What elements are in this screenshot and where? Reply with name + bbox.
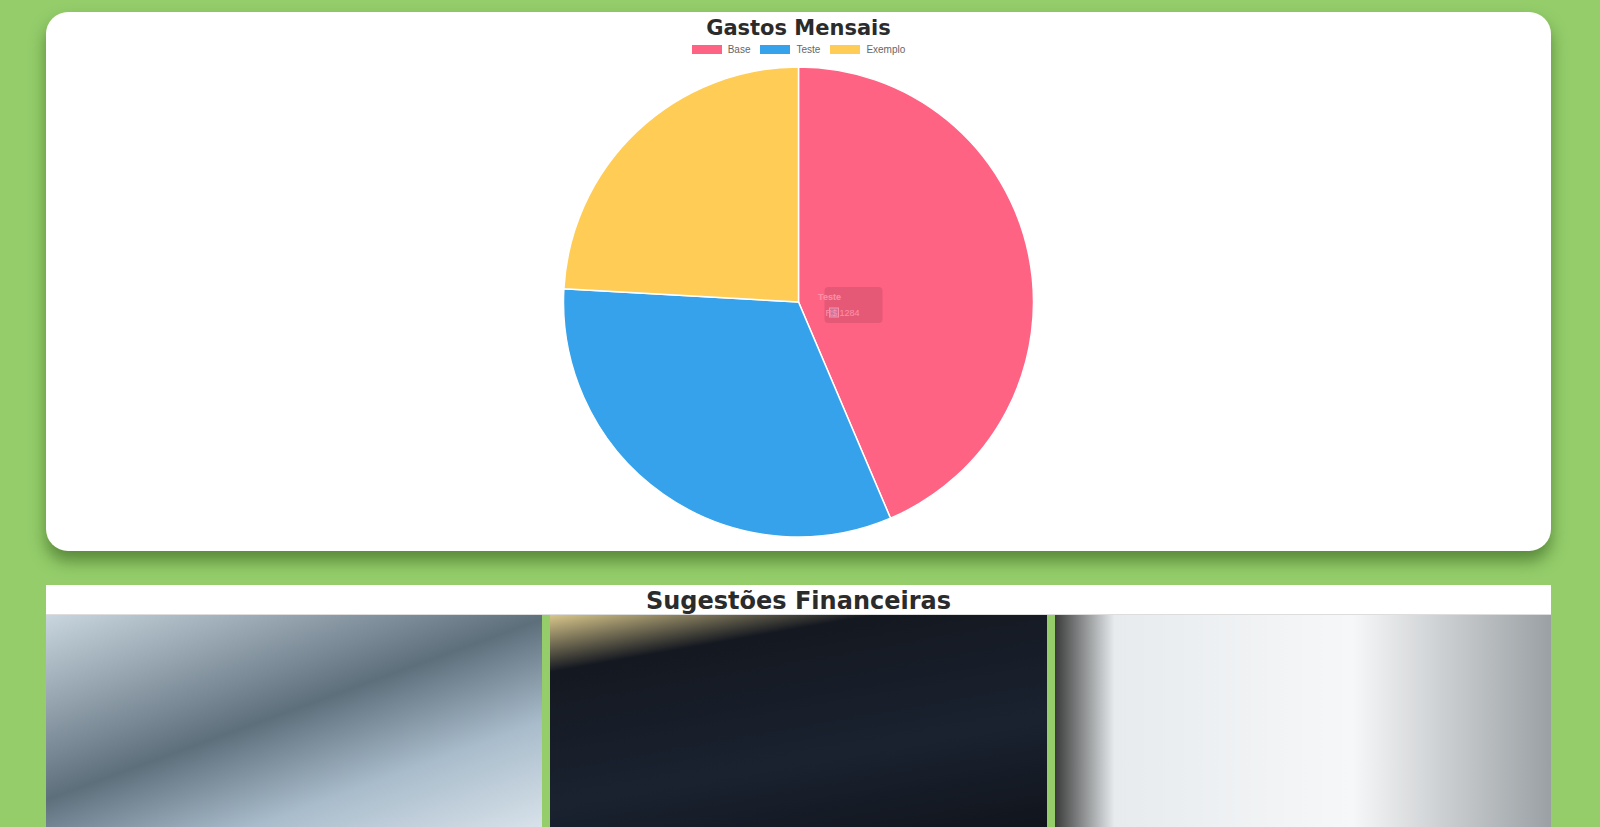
html-text:Sugestões Financeiras: Sugestões Financeiras [646, 587, 951, 615]
html-text:Gastos Mensais: Gastos Mensais [706, 16, 891, 40]
svg-text:Teste: Teste [818, 292, 841, 302]
html-text:Exemplo: Exemplo [866, 43, 906, 55]
svg-text:R$ 1284: R$ 1284 [825, 308, 859, 318]
html-text:Teste: Teste [796, 43, 821, 55]
html-text:Base: Base [727, 43, 751, 55]
